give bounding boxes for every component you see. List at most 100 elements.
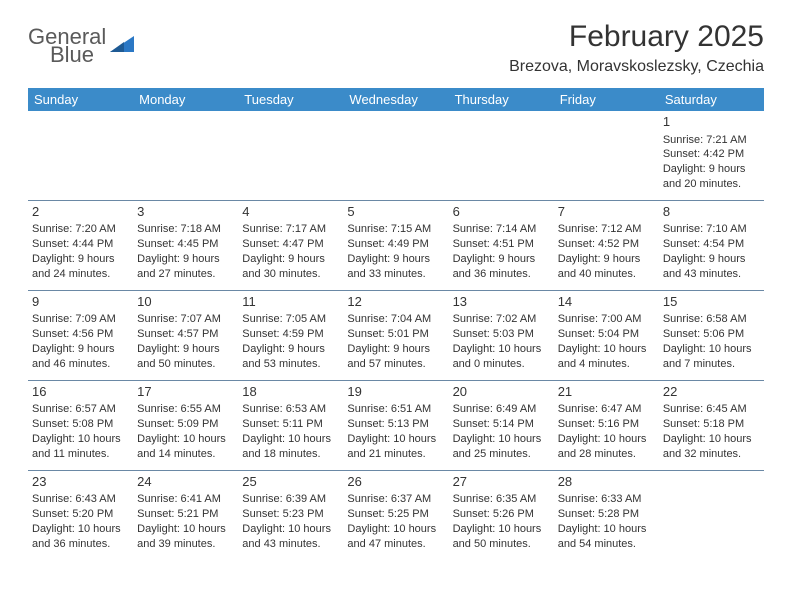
daylight-text: and 7 minutes. — [663, 357, 760, 372]
day-number: 2 — [32, 203, 129, 221]
calendar-day-cell: 10Sunrise: 7:07 AMSunset: 4:57 PMDayligh… — [133, 290, 238, 380]
sunset-text: Sunset: 5:11 PM — [242, 417, 339, 432]
calendar-day-cell — [133, 111, 238, 200]
daylight-text: and 39 minutes. — [137, 537, 234, 552]
sunset-text: Sunset: 4:47 PM — [242, 237, 339, 252]
daylight-text: and 46 minutes. — [32, 357, 129, 372]
weekday-header: Friday — [554, 88, 659, 111]
calendar-week-row: 9Sunrise: 7:09 AMSunset: 4:56 PMDaylight… — [28, 290, 764, 380]
calendar-day-cell — [28, 111, 133, 200]
sunrise-text: Sunrise: 6:37 AM — [347, 492, 444, 507]
sunset-text: Sunset: 5:20 PM — [32, 507, 129, 522]
sunset-text: Sunset: 4:45 PM — [137, 237, 234, 252]
calendar-day-cell: 3Sunrise: 7:18 AMSunset: 4:45 PMDaylight… — [133, 200, 238, 290]
day-number: 20 — [453, 383, 550, 401]
sunrise-text: Sunrise: 7:04 AM — [347, 312, 444, 327]
daylight-text: Daylight: 9 hours — [663, 162, 760, 177]
daylight-text: and 24 minutes. — [32, 267, 129, 282]
sunrise-text: Sunrise: 7:02 AM — [453, 312, 550, 327]
daylight-text: and 20 minutes. — [663, 177, 760, 192]
sunset-text: Sunset: 4:51 PM — [453, 237, 550, 252]
daylight-text: and 57 minutes. — [347, 357, 444, 372]
calendar-day-cell — [554, 111, 659, 200]
sunset-text: Sunset: 5:26 PM — [453, 507, 550, 522]
weekday-header: Saturday — [659, 88, 764, 111]
day-number: 28 — [558, 473, 655, 491]
calendar-day-cell — [659, 470, 764, 559]
daylight-text: Daylight: 10 hours — [453, 342, 550, 357]
sunset-text: Sunset: 5:09 PM — [137, 417, 234, 432]
day-number: 9 — [32, 293, 129, 311]
location: Brezova, Moravskoslezsky, Czechia — [509, 58, 764, 76]
day-number: 3 — [137, 203, 234, 221]
daylight-text: Daylight: 10 hours — [347, 522, 444, 537]
calendar-day-cell: 25Sunrise: 6:39 AMSunset: 5:23 PMDayligh… — [238, 470, 343, 559]
sunset-text: Sunset: 4:54 PM — [663, 237, 760, 252]
month-title: February 2025 — [509, 20, 764, 54]
day-number: 25 — [242, 473, 339, 491]
daylight-text: Daylight: 9 hours — [347, 252, 444, 267]
day-number: 21 — [558, 383, 655, 401]
sunrise-text: Sunrise: 7:18 AM — [137, 222, 234, 237]
daylight-text: and 54 minutes. — [558, 537, 655, 552]
calendar-day-cell: 22Sunrise: 6:45 AMSunset: 5:18 PMDayligh… — [659, 380, 764, 470]
day-number: 12 — [347, 293, 444, 311]
daylight-text: Daylight: 9 hours — [558, 252, 655, 267]
logo: General Blue — [28, 26, 136, 66]
sunrise-text: Sunrise: 7:12 AM — [558, 222, 655, 237]
sunset-text: Sunset: 4:56 PM — [32, 327, 129, 342]
calendar-day-cell: 4Sunrise: 7:17 AMSunset: 4:47 PMDaylight… — [238, 200, 343, 290]
calendar-day-cell: 16Sunrise: 6:57 AMSunset: 5:08 PMDayligh… — [28, 380, 133, 470]
day-number: 4 — [242, 203, 339, 221]
sunrise-text: Sunrise: 6:49 AM — [453, 402, 550, 417]
logo-text-block: General Blue — [28, 26, 106, 66]
sunrise-text: Sunrise: 6:45 AM — [663, 402, 760, 417]
daylight-text: and 27 minutes. — [137, 267, 234, 282]
daylight-text: Daylight: 9 hours — [347, 342, 444, 357]
day-number: 5 — [347, 203, 444, 221]
title-block: February 2025 Brezova, Moravskoslezsky, … — [509, 20, 764, 76]
daylight-text: Daylight: 9 hours — [242, 342, 339, 357]
weekday-header: Thursday — [449, 88, 554, 111]
sunrise-text: Sunrise: 6:35 AM — [453, 492, 550, 507]
day-number: 24 — [137, 473, 234, 491]
sunset-text: Sunset: 4:42 PM — [663, 147, 760, 162]
calendar-day-cell: 23Sunrise: 6:43 AMSunset: 5:20 PMDayligh… — [28, 470, 133, 559]
sunset-text: Sunset: 5:18 PM — [663, 417, 760, 432]
day-number: 26 — [347, 473, 444, 491]
daylight-text: Daylight: 10 hours — [453, 432, 550, 447]
sunset-text: Sunset: 5:06 PM — [663, 327, 760, 342]
weekday-header: Wednesday — [343, 88, 448, 111]
daylight-text: and 36 minutes. — [32, 537, 129, 552]
calendar-day-cell: 11Sunrise: 7:05 AMSunset: 4:59 PMDayligh… — [238, 290, 343, 380]
day-number: 18 — [242, 383, 339, 401]
day-number: 10 — [137, 293, 234, 311]
sunrise-text: Sunrise: 7:07 AM — [137, 312, 234, 327]
daylight-text: Daylight: 9 hours — [663, 252, 760, 267]
day-number: 1 — [663, 113, 760, 131]
calendar-body: 1Sunrise: 7:21 AMSunset: 4:42 PMDaylight… — [28, 111, 764, 560]
sunset-text: Sunset: 5:16 PM — [558, 417, 655, 432]
sunrise-text: Sunrise: 6:58 AM — [663, 312, 760, 327]
daylight-text: and 40 minutes. — [558, 267, 655, 282]
day-number: 13 — [453, 293, 550, 311]
daylight-text: Daylight: 10 hours — [558, 522, 655, 537]
daylight-text: Daylight: 9 hours — [32, 252, 129, 267]
sunrise-text: Sunrise: 6:55 AM — [137, 402, 234, 417]
calendar-day-cell: 2Sunrise: 7:20 AMSunset: 4:44 PMDaylight… — [28, 200, 133, 290]
calendar-day-cell: 13Sunrise: 7:02 AMSunset: 5:03 PMDayligh… — [449, 290, 554, 380]
calendar-day-cell: 14Sunrise: 7:00 AMSunset: 5:04 PMDayligh… — [554, 290, 659, 380]
sunset-text: Sunset: 4:57 PM — [137, 327, 234, 342]
calendar-day-cell — [343, 111, 448, 200]
sunset-text: Sunset: 4:44 PM — [32, 237, 129, 252]
sunrise-text: Sunrise: 6:41 AM — [137, 492, 234, 507]
calendar-day-cell: 17Sunrise: 6:55 AMSunset: 5:09 PMDayligh… — [133, 380, 238, 470]
daylight-text: and 25 minutes. — [453, 447, 550, 462]
daylight-text: and 43 minutes. — [242, 537, 339, 552]
day-number: 8 — [663, 203, 760, 221]
day-number: 19 — [347, 383, 444, 401]
day-number: 17 — [137, 383, 234, 401]
logo-triangle-icon — [110, 34, 136, 59]
sunset-text: Sunset: 5:14 PM — [453, 417, 550, 432]
calendar-week-row: 23Sunrise: 6:43 AMSunset: 5:20 PMDayligh… — [28, 470, 764, 559]
